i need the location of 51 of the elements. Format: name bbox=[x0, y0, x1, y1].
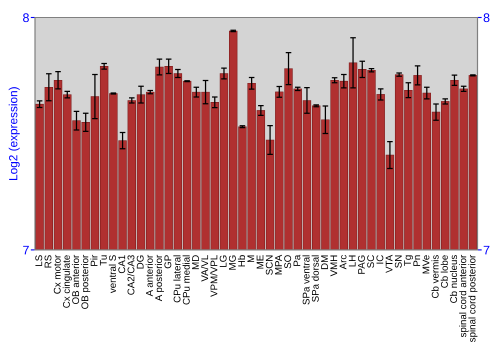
x-tick-label: Arc bbox=[340, 255, 346, 270]
x-tick-label: SN bbox=[394, 256, 402, 268]
x-tick-label: CA2/CA3 bbox=[127, 255, 134, 295]
x-tick-label: CA1 bbox=[118, 255, 126, 274]
x-tick-label: Tu bbox=[100, 255, 107, 266]
x-tick-label: LG bbox=[220, 255, 227, 267]
x-tick-label: Tg bbox=[404, 255, 413, 266]
x-tick-label: DG bbox=[136, 255, 144, 269]
x-tick-label: A posterior bbox=[154, 254, 164, 302]
x-tick-label: VA/VL bbox=[201, 255, 208, 282]
x-tick-label: Pa bbox=[294, 254, 300, 266]
x-tick-label: VMH bbox=[330, 256, 338, 276]
x-tick-label: OB anterior bbox=[72, 254, 80, 304]
x-tick-label: M bbox=[247, 256, 254, 262]
x-tick-label: CPu lateral bbox=[173, 255, 180, 302]
x-tick-label: ventral S bbox=[108, 255, 116, 294]
x-tick-label: MD bbox=[192, 255, 199, 270]
x-tick-label: Cb vermis bbox=[431, 255, 439, 298]
x-tick-label: SO bbox=[284, 255, 292, 268]
x-tick-label: VPM/VPL bbox=[210, 255, 218, 297]
x-tick-label: Cx motor bbox=[54, 254, 61, 294]
x-tick-label: spinal cord posterior bbox=[468, 254, 478, 342]
y2-tick-label: 7 bbox=[484, 246, 490, 254]
x-tick-label: Cb nucleus bbox=[450, 255, 458, 303]
x-tick-label: LH bbox=[348, 256, 356, 266]
x-tick-label: SPa ventral bbox=[302, 255, 310, 305]
x-tick-label: MVe bbox=[422, 255, 430, 274]
x-tick-label: PAG bbox=[358, 255, 365, 274]
x-tick-label: VTA bbox=[386, 254, 392, 273]
x-tick-label: A anterior bbox=[146, 254, 153, 296]
x-tick-label: MG bbox=[228, 255, 236, 270]
x-tick-label: ME bbox=[256, 255, 264, 269]
x-tick-label: IC bbox=[376, 255, 384, 264]
x-tick-label: RS bbox=[44, 255, 52, 268]
x-tick-label: Cx cingulate bbox=[62, 255, 72, 308]
x-tick-label: spinal cord anterior bbox=[459, 254, 468, 338]
x-tick-label: OB posterior bbox=[81, 254, 90, 309]
x-tick-label: LS bbox=[35, 255, 42, 266]
x-tick-label: CPu medial bbox=[182, 255, 190, 305]
x-tick-label: Hb bbox=[238, 255, 246, 266]
y2-tick-label: 8 bbox=[484, 13, 490, 22]
x-tick-label: Pir bbox=[90, 254, 98, 266]
x-tick-label: MPA bbox=[275, 254, 282, 274]
x-tick-label: SCN bbox=[266, 256, 273, 275]
x-tick-label: SPa dorsal bbox=[312, 255, 319, 302]
y-axis-title: Log2 (expression) bbox=[8, 87, 20, 180]
x-tick-label: Cb lobe bbox=[440, 255, 448, 288]
x-tick-label: GP bbox=[164, 255, 172, 268]
x-tick-label: Pn bbox=[413, 255, 420, 266]
x-tick-label: DM bbox=[321, 256, 328, 270]
x-tick-label: SC bbox=[367, 255, 374, 268]
